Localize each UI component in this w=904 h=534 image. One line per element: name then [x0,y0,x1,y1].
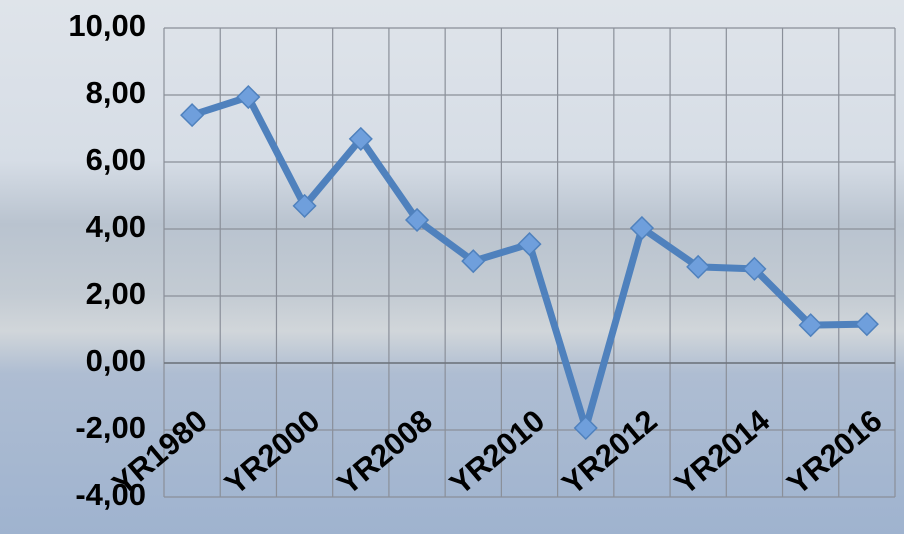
marker [348,126,373,151]
marker [180,103,205,128]
marker [686,254,711,279]
marker [236,84,261,110]
y-tick-label: 8,00 [86,75,146,110]
y-tick-label: 2,00 [86,276,146,311]
marker [742,256,767,281]
marker [461,249,486,274]
y-tick-label: 6,00 [86,142,146,177]
y-tick-label: -4,00 [75,477,146,512]
marker [404,207,430,233]
marker [517,232,542,257]
y-tick-label: 0,00 [86,343,146,378]
y-tick-label: -2,00 [75,410,146,445]
marker [854,312,879,337]
marker [292,193,317,218]
marker [573,415,598,441]
marker [798,313,823,338]
marker [629,215,655,241]
y-tick-label: 4,00 [86,209,146,244]
y-tick-label: 10,00 [68,8,146,43]
